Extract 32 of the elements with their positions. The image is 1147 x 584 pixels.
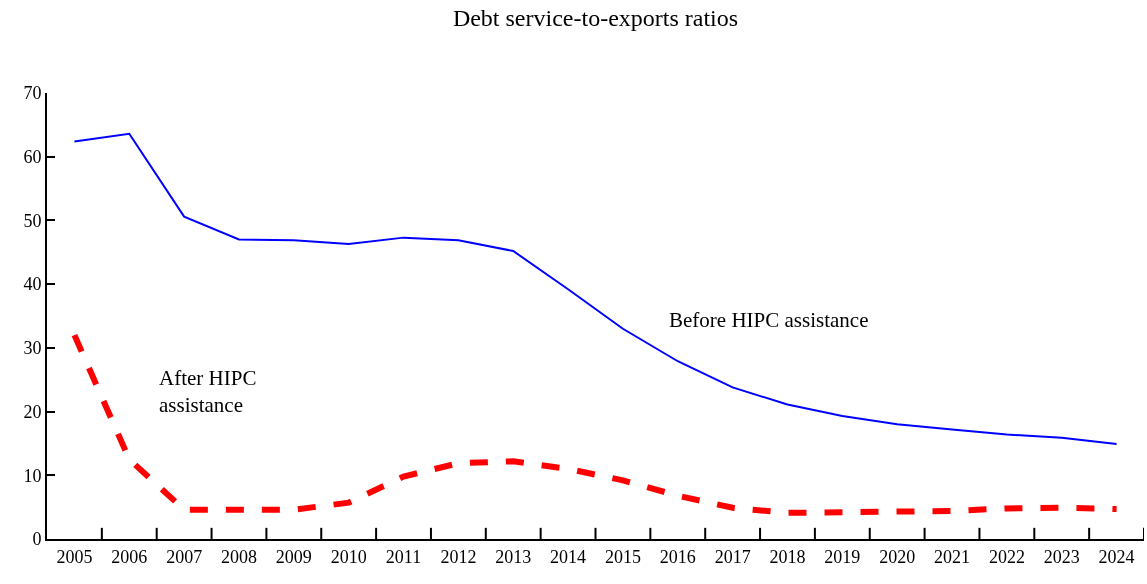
text: After HIPC assistance — [159, 366, 257, 418]
x-tick-label: 2018 — [769, 546, 806, 567]
y-tick-label: 60 — [23, 147, 42, 168]
x-tick-label: 2012 — [440, 546, 477, 567]
x-tick-label: 2006 — [111, 546, 148, 567]
series-label: Before HIPC assistance — [669, 308, 869, 332]
x-tick-label: 2016 — [659, 546, 696, 567]
x-tick-label: 2008 — [220, 546, 257, 567]
x-tick-label: 2010 — [330, 546, 367, 567]
y-tick-label: 10 — [23, 465, 42, 486]
y-tick-label: 30 — [23, 338, 42, 359]
x-tick-label: 2009 — [275, 546, 312, 567]
x-tick-label: 2021 — [934, 546, 971, 567]
y-tick-label: 40 — [23, 274, 42, 295]
x-tick-label: 2011 — [385, 546, 422, 567]
y-tick-label: 20 — [23, 401, 42, 422]
y-tick-label: 70 — [23, 83, 42, 104]
x-tick-label: 2024 — [1098, 546, 1135, 567]
x-tick-label: 2005 — [56, 546, 93, 567]
x-tick-label: 2023 — [1043, 546, 1080, 567]
x-tick-label: 2022 — [988, 546, 1025, 567]
x-tick-label: 2013 — [495, 546, 532, 567]
x-tick-label: 2019 — [824, 546, 861, 567]
line-series — [73, 132, 1118, 446]
chart-title: Debt service-to-exports ratios — [452, 4, 739, 31]
x-tick-label: 2007 — [166, 546, 203, 567]
x-tick-label: 2015 — [604, 546, 641, 567]
y-tick-label: 50 — [23, 210, 42, 231]
x-tick-label: 2020 — [879, 546, 916, 567]
x-tick-label: 2017 — [714, 546, 751, 567]
y-tick-label: 0 — [32, 529, 42, 550]
x-tick-label: 2014 — [550, 546, 587, 567]
